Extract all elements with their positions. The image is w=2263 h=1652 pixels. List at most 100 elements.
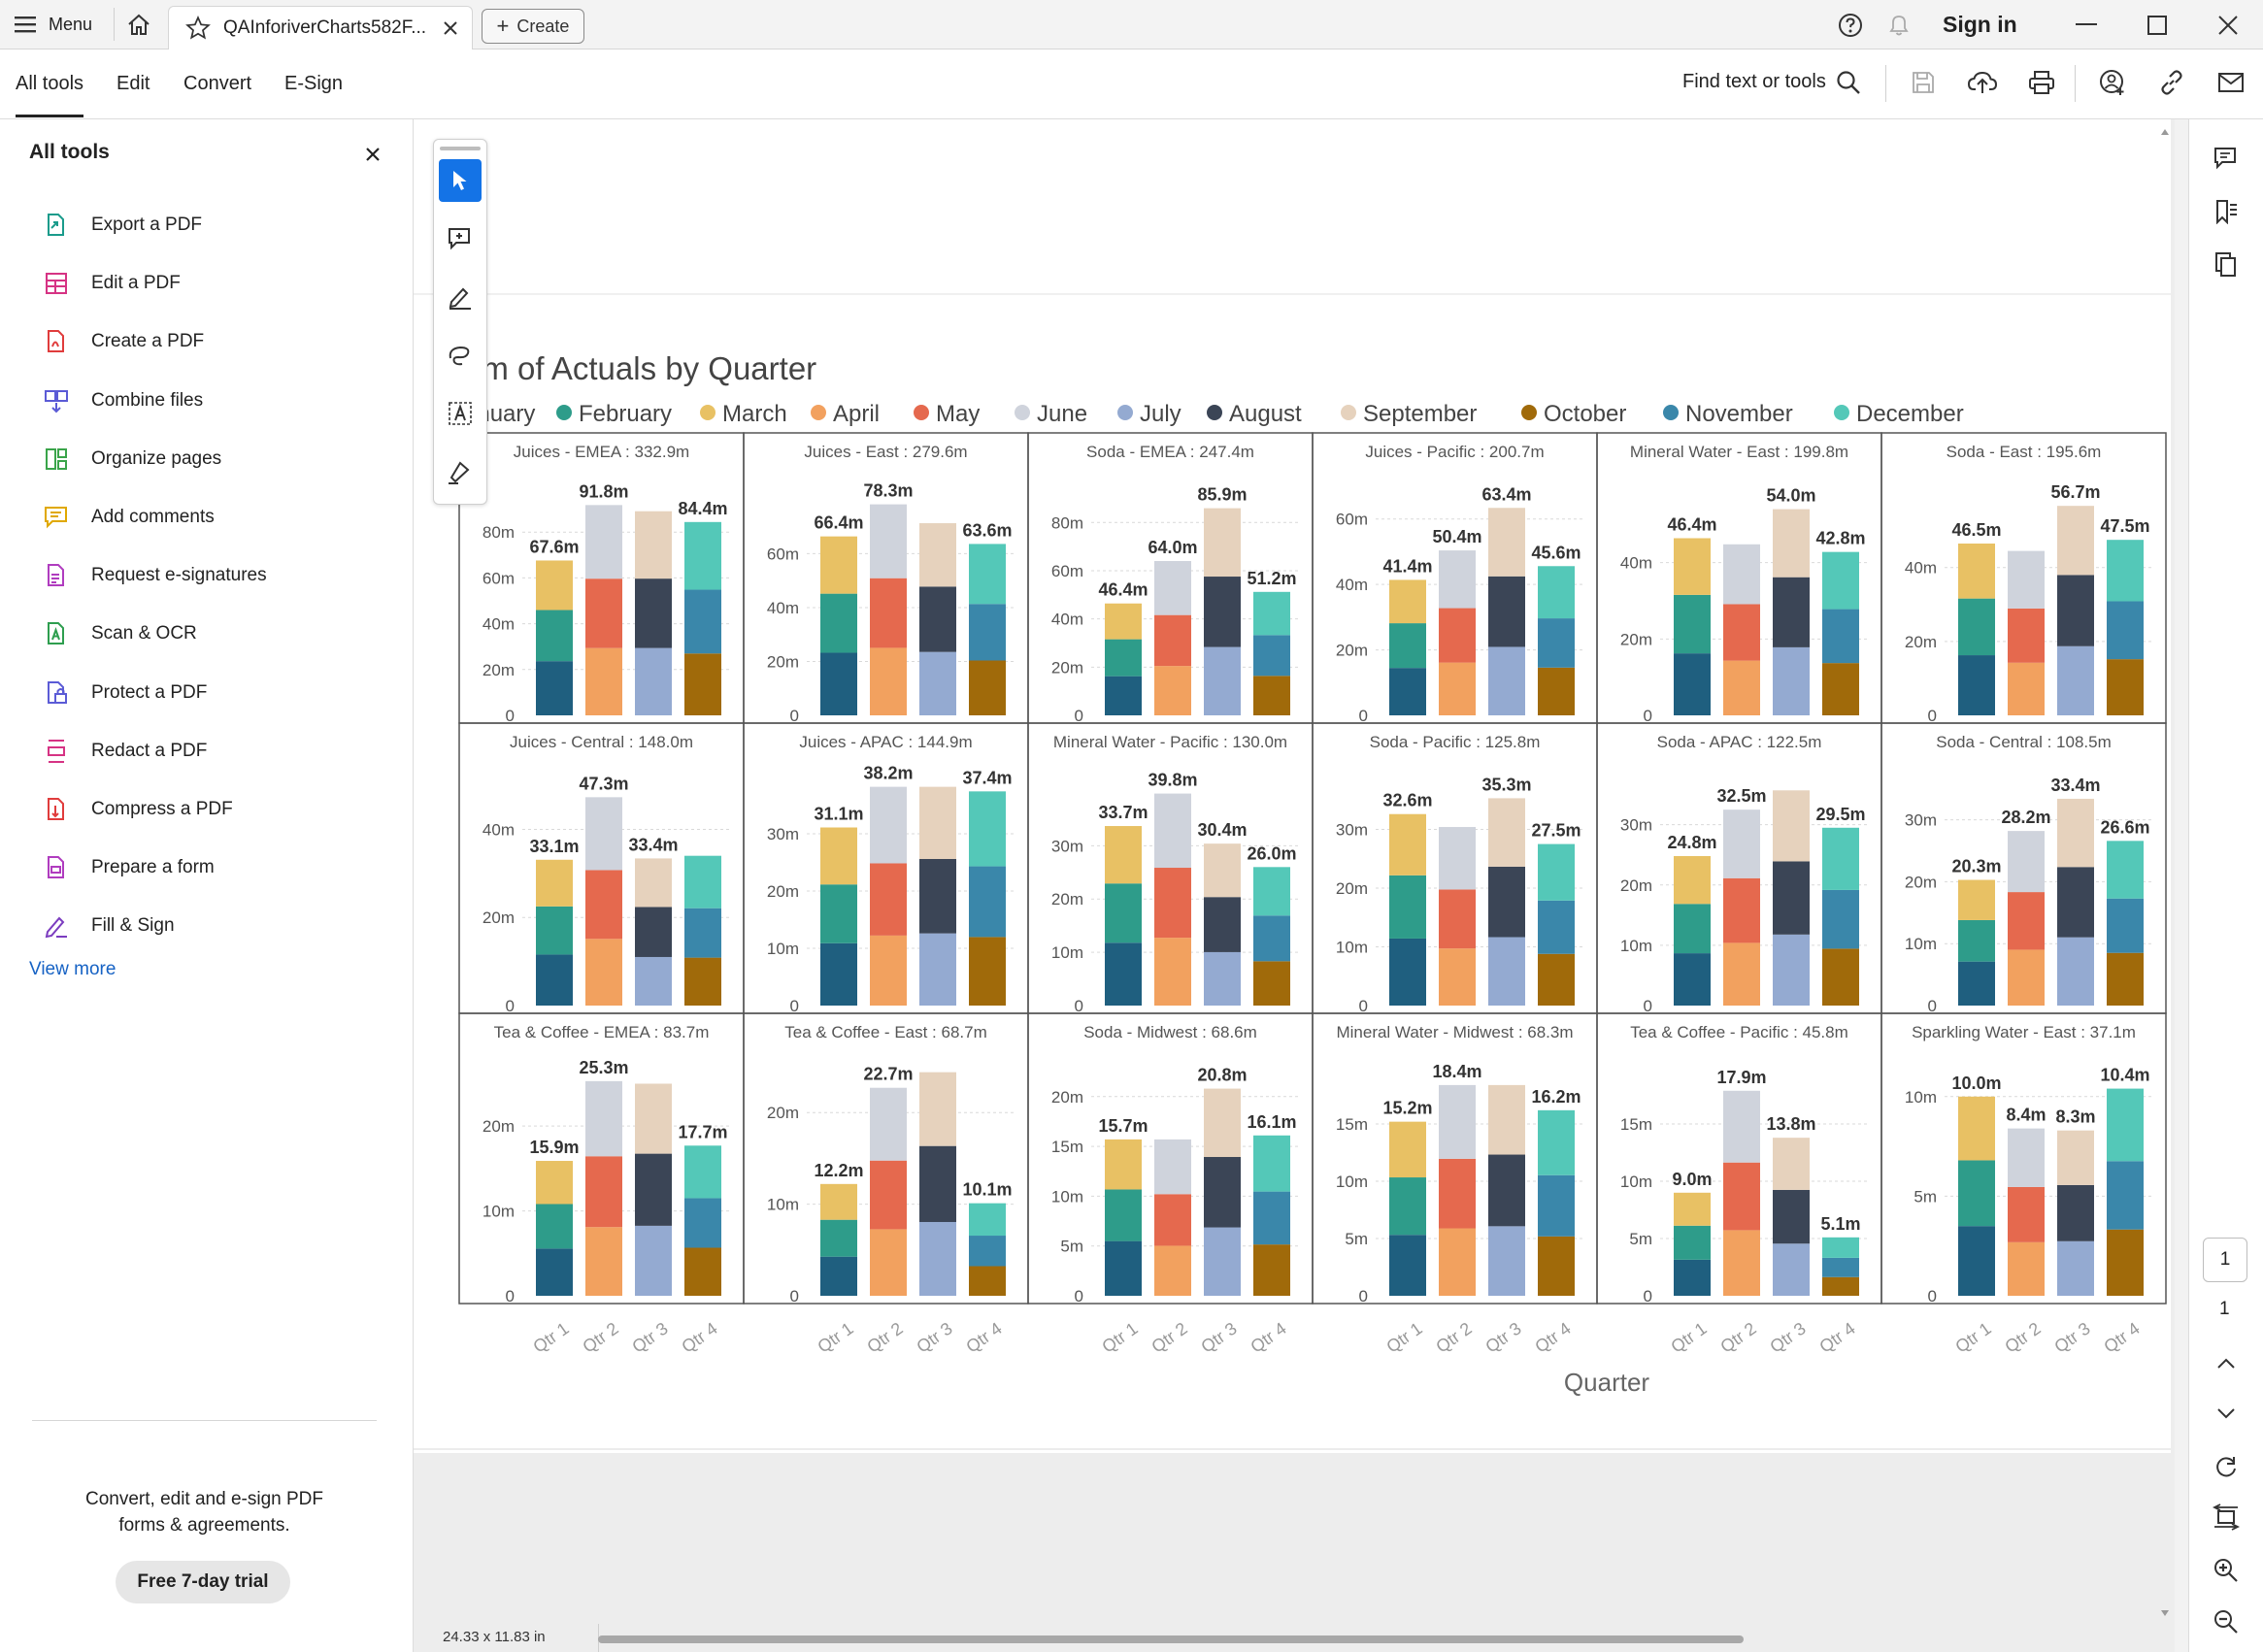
tool-item-combine-files[interactable]: Combine files xyxy=(43,381,203,420)
close-window-icon[interactable] xyxy=(2213,12,2243,39)
home-icon[interactable] xyxy=(124,11,153,38)
zoom-in-icon[interactable] xyxy=(2207,1551,2246,1590)
close-panel-icon[interactable] xyxy=(361,143,384,166)
highlight-pen-icon[interactable] xyxy=(439,276,482,318)
link-icon[interactable] xyxy=(2156,67,2187,98)
bar-segment-february xyxy=(1674,594,1711,654)
tool-item-protect-pdf[interactable]: Protect a PDF xyxy=(43,674,207,712)
close-tab-icon[interactable] xyxy=(439,17,462,40)
small-multiple-panel: Juices - Central : 148.0m 0 20m 40m 33.1m 47.… xyxy=(458,722,745,1015)
bar-segment-august xyxy=(1204,1157,1241,1228)
help-icon[interactable] xyxy=(1837,12,1864,39)
scroll-down-arrow-icon[interactable] xyxy=(2161,1610,2169,1616)
print-icon[interactable] xyxy=(2026,67,2057,98)
horizontal-scrollbar[interactable] xyxy=(598,1635,2113,1643)
share-with-people-icon[interactable] xyxy=(2097,67,2128,98)
divider xyxy=(114,8,115,41)
promo-line-2: forms & agreements. xyxy=(118,1515,290,1536)
sign-in-button[interactable]: Sign in xyxy=(1943,12,2017,37)
bookmarks-icon[interactable] xyxy=(2207,192,2246,231)
vertical-scrollbar[interactable] xyxy=(2159,125,2171,1620)
tool-item-label: Organize pages xyxy=(91,447,222,469)
select-cursor-icon[interactable] xyxy=(439,159,482,202)
plus-icon: + xyxy=(496,14,510,38)
data-label: 33.7m xyxy=(1098,803,1148,822)
menu-label[interactable]: Menu xyxy=(49,15,93,34)
bar-segment-february xyxy=(1105,883,1142,943)
combine-files-icon xyxy=(43,387,70,414)
y-tick-label: 0 xyxy=(1644,707,1652,725)
bar-segment-march xyxy=(1105,1139,1142,1190)
text-box-icon[interactable] xyxy=(439,392,482,435)
find-text-or-tools[interactable]: Find text or tools xyxy=(1682,71,1826,92)
organize-pages-icon xyxy=(43,446,70,473)
drag-handle[interactable] xyxy=(440,147,481,150)
tool-item-redact-pdf[interactable]: Redact a PDF xyxy=(43,732,207,771)
upload-cloud-icon[interactable] xyxy=(1967,67,1998,98)
sign-pen-icon[interactable] xyxy=(439,450,482,493)
tool-item-prepare-form[interactable]: Prepare a form xyxy=(43,848,215,887)
search-icon[interactable] xyxy=(1833,67,1864,98)
draw-freeform-icon[interactable] xyxy=(439,334,482,377)
legend-label: November xyxy=(1685,401,1793,427)
data-label: 38.2m xyxy=(863,764,913,783)
zoom-out-icon[interactable] xyxy=(2207,1602,2246,1641)
page-thumbnails-icon[interactable] xyxy=(2207,246,2246,284)
bar-segment-may xyxy=(1723,877,1760,943)
tool-item-scan-ocr[interactable]: Scan & OCR xyxy=(43,614,197,653)
maximize-icon[interactable] xyxy=(2143,12,2172,39)
email-icon[interactable] xyxy=(2215,67,2246,98)
horizontal-scroll-thumb[interactable] xyxy=(598,1635,1744,1643)
bar-segment-september xyxy=(635,1083,672,1154)
bar-segment-september xyxy=(1773,790,1810,862)
x-tick-label: Qtr 3 xyxy=(913,1318,955,1356)
previous-page-chevron-up-icon[interactable] xyxy=(2207,1344,2246,1383)
scroll-up-arrow-icon[interactable] xyxy=(2161,129,2169,135)
tool-item-export-pdf[interactable]: Export a PDF xyxy=(43,206,202,245)
notifications-bell-icon[interactable] xyxy=(1885,12,1913,39)
tool-item-fill-sign[interactable]: Fill & Sign xyxy=(43,907,175,945)
bar-segment-april xyxy=(1439,662,1476,715)
scan-ocr-icon xyxy=(43,620,70,647)
tool-item-add-comments[interactable]: Add comments xyxy=(43,498,215,537)
save-icon[interactable] xyxy=(1908,67,1939,98)
bar-segment-april xyxy=(1154,666,1191,715)
minimize-icon[interactable] xyxy=(2072,12,2101,39)
tool-item-create-pdf[interactable]: Create a PDF xyxy=(43,322,204,361)
hamburger-menu-icon[interactable] xyxy=(14,13,37,36)
bar-segment-february xyxy=(1105,1189,1142,1241)
y-tick-label: 0 xyxy=(1928,707,1937,725)
y-tick-label: 10m xyxy=(1051,1187,1083,1206)
y-tick-label: 30m xyxy=(1620,816,1652,835)
fit-page-icon[interactable] xyxy=(2207,1498,2246,1536)
small-multiple-panel: Mineral Water - Pacific : 130.0m 0 10m 20m 3… xyxy=(1027,722,1314,1015)
tool-item-organize-pages[interactable]: Organize pages xyxy=(43,440,221,479)
bar-segment-october xyxy=(969,937,1006,1006)
create-button[interactable]: + Create xyxy=(482,9,584,44)
page-number-input[interactable]: 1 xyxy=(2203,1238,2247,1282)
tab-e-sign-label: E-Sign xyxy=(284,72,344,94)
tool-item-compress-pdf[interactable]: Compress a PDF xyxy=(43,790,233,829)
legend-marker-august xyxy=(1207,405,1222,420)
tab-convert[interactable]: Convert xyxy=(183,50,251,117)
rotate-refresh-icon[interactable] xyxy=(2207,1447,2246,1486)
add-comment-icon[interactable] xyxy=(439,217,482,260)
bar-segment-december xyxy=(969,791,1006,867)
bar-segment-june xyxy=(1154,561,1191,615)
tab-all-tools[interactable]: All tools xyxy=(16,50,84,117)
next-page-chevron-down-icon[interactable] xyxy=(2207,1394,2246,1433)
comments-panel-icon[interactable] xyxy=(2207,139,2246,178)
view-more-link[interactable]: View more xyxy=(29,959,116,979)
tool-item-edit-pdf[interactable]: Edit a PDF xyxy=(43,264,181,303)
tool-item-request-esign[interactable]: Request e-signatures xyxy=(43,556,267,595)
tab-e-sign[interactable]: E-Sign xyxy=(284,50,343,117)
x-tick-label: Qtr 1 xyxy=(529,1318,572,1356)
document-tab[interactable]: QAInforiverCharts582F... xyxy=(168,6,473,50)
x-tick-label: Qtr 3 xyxy=(2050,1318,2093,1356)
tab-edit[interactable]: Edit xyxy=(116,50,150,117)
tool-item-label: Redact a PDF xyxy=(91,740,208,761)
star-icon[interactable] xyxy=(184,15,212,42)
y-tick-label: 20m xyxy=(767,652,799,671)
free-trial-button[interactable]: Free 7-day trial xyxy=(116,1561,290,1603)
document-viewer[interactable]: um of Actuals by Quarter anuary February Ma… xyxy=(414,119,2175,1652)
